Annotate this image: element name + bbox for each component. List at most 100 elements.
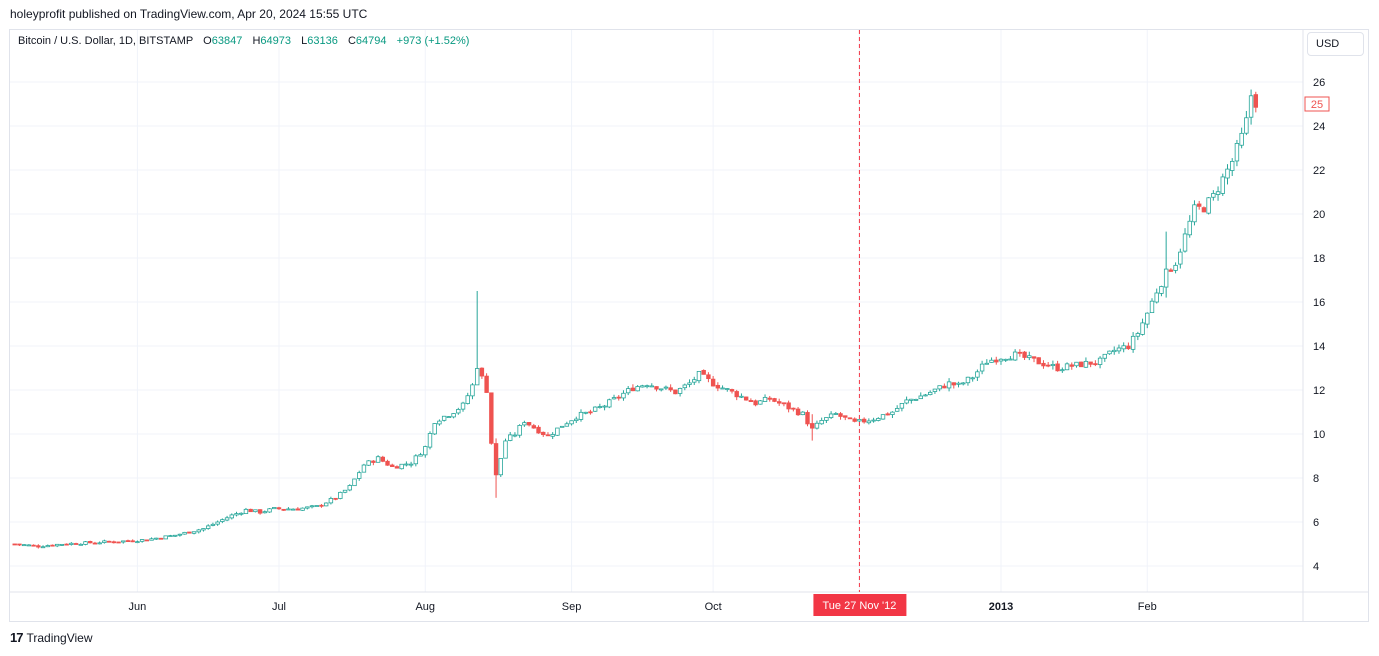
candle-body	[574, 418, 579, 422]
candle-body	[810, 423, 815, 429]
candle-body	[1215, 191, 1221, 195]
candle-body	[149, 538, 154, 541]
candle-body	[182, 531, 187, 535]
candle-body	[333, 497, 338, 500]
candle-body	[559, 425, 565, 428]
change-value: +973 (+1.52%)	[396, 35, 470, 47]
candle-body	[498, 458, 503, 476]
candle-body	[847, 417, 853, 420]
candle-body	[276, 507, 282, 510]
candle-body	[1079, 361, 1084, 368]
candle-body	[994, 359, 999, 363]
candle-body	[451, 413, 456, 418]
candle-body	[668, 387, 673, 391]
candle-body	[739, 395, 744, 398]
candle-body	[314, 505, 319, 507]
candle-body	[673, 389, 678, 395]
candle-body	[1248, 95, 1254, 118]
candle-body	[555, 427, 560, 436]
candle-body	[470, 384, 475, 397]
candle-body	[106, 540, 112, 543]
y-tick-label: 26	[1313, 77, 1325, 89]
candle-body	[352, 478, 357, 487]
candle-body	[611, 397, 617, 400]
candle-body	[432, 423, 437, 435]
candle-body	[295, 508, 301, 511]
candle-body	[1163, 268, 1169, 288]
x-tick-label: Sep	[562, 601, 582, 613]
currency-button[interactable]: USD	[1307, 32, 1364, 56]
candle-body	[928, 391, 933, 396]
candle-body	[111, 541, 117, 544]
candle-body	[1211, 193, 1216, 198]
candle-body	[1041, 362, 1046, 367]
candle-body	[305, 506, 310, 509]
candle-body	[923, 394, 928, 397]
candle-body	[1239, 132, 1244, 146]
candle-body	[1050, 364, 1056, 367]
candle-body	[172, 534, 178, 537]
candle-body	[951, 382, 956, 386]
candle-body	[715, 384, 721, 389]
candle-body	[319, 504, 324, 507]
candle-body	[83, 541, 88, 545]
candle-body	[852, 418, 857, 422]
candle-body	[904, 399, 909, 404]
candle-body	[1126, 345, 1131, 350]
candle-body	[550, 434, 555, 437]
candle-body	[309, 505, 315, 508]
candle-body	[758, 400, 763, 405]
candle-body	[663, 386, 669, 389]
candle-body	[989, 359, 994, 363]
candle-body	[894, 408, 900, 412]
candle-body	[413, 455, 419, 465]
candle-body	[1182, 233, 1188, 252]
candle-body	[692, 379, 697, 383]
candle-body	[21, 544, 27, 547]
candle-body	[36, 545, 41, 548]
candle-body	[621, 392, 626, 399]
candle-body	[1121, 345, 1126, 350]
candle-body	[1178, 251, 1183, 265]
candle-body	[1244, 117, 1249, 134]
candle-body	[1008, 358, 1013, 361]
candle-body	[163, 535, 168, 540]
y-tick-label: 16	[1313, 297, 1325, 309]
candle-body	[970, 377, 975, 380]
candle-body	[205, 525, 211, 529]
candle-body	[1234, 143, 1240, 162]
candle-body	[1173, 264, 1178, 271]
candle-body	[635, 386, 640, 392]
candle-body	[154, 537, 159, 540]
candle-body	[937, 385, 942, 390]
candle-body	[1003, 358, 1008, 361]
candle-body	[828, 413, 834, 419]
candle-body	[899, 403, 905, 409]
candle-body	[423, 446, 428, 456]
candle-body	[805, 412, 810, 425]
candle-body	[1069, 364, 1074, 367]
candle-body	[130, 540, 135, 543]
candle-body	[1192, 204, 1197, 223]
candle-body	[687, 382, 692, 385]
candle-body	[210, 523, 216, 526]
y-tick-label: 6	[1313, 517, 1319, 529]
crosshair-date-badge	[813, 594, 907, 616]
candle-body	[909, 398, 914, 401]
candle-body	[243, 508, 249, 515]
candle-body	[267, 508, 272, 513]
candle-body	[649, 385, 654, 388]
candle-body	[942, 385, 947, 389]
tradingview-logo[interactable]: 17 TradingView	[10, 630, 93, 645]
candle-body	[776, 401, 782, 404]
candle-body	[1060, 369, 1065, 372]
candle-body	[229, 514, 234, 519]
candle-body	[26, 544, 32, 547]
chart-frame	[9, 29, 1369, 622]
x-tick-label: Feb	[1138, 601, 1157, 613]
candle-body	[677, 387, 683, 394]
y-tick-label: 12	[1313, 385, 1325, 397]
candle-body	[654, 386, 659, 390]
candle-body	[569, 420, 574, 425]
